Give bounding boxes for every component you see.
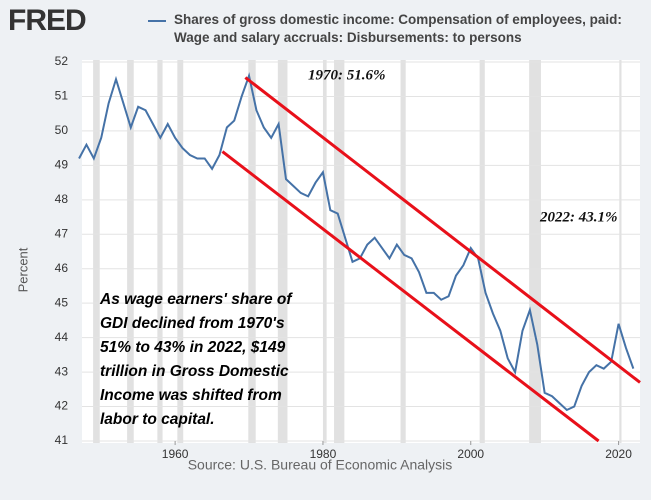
y-tick-label: 44 <box>55 330 69 344</box>
y-tick-label: 48 <box>55 192 69 206</box>
trend-line <box>244 76 641 384</box>
annotation: 1970: 51.6% <box>308 67 386 83</box>
recession-band <box>322 60 327 443</box>
recession-band <box>529 60 541 443</box>
y-tick-label: 41 <box>55 433 69 447</box>
y-tick-label: 47 <box>55 226 69 240</box>
recession-band <box>334 60 345 443</box>
series-line <box>78 72 635 412</box>
recession-band <box>400 60 406 443</box>
y-tick-label: 42 <box>55 399 69 413</box>
legend-swatch <box>148 20 166 22</box>
logo[interactable]: FRED <box>8 4 87 37</box>
note-line: Income was shifted from <box>100 387 282 404</box>
recession-band <box>619 60 622 443</box>
recession-band <box>479 60 485 443</box>
recession-band <box>248 60 256 443</box>
recession-band <box>93 60 100 443</box>
plot-area <box>82 60 640 443</box>
annotation: 2022: 43.1% <box>539 209 618 225</box>
note-line: trillion in Gross Domestic <box>100 363 289 380</box>
note-line: labor to capital. <box>100 411 215 428</box>
y-tick-label: 45 <box>55 295 69 309</box>
y-tick-label: 43 <box>55 364 69 378</box>
trend-line <box>221 150 600 443</box>
y-axis-label: Percent <box>15 247 30 292</box>
recession-band <box>127 60 134 443</box>
recession-band <box>157 60 163 443</box>
recession-band <box>277 60 288 443</box>
y-tick-label: 51 <box>55 89 69 103</box>
y-tick-label: 46 <box>55 261 69 275</box>
y-tick-label: 50 <box>55 123 69 137</box>
note-line: As wage earners' share of <box>99 291 293 308</box>
chart-title: Shares of gross domestic income: Compens… <box>174 12 622 45</box>
x-tick-label: 1980 <box>310 447 337 461</box>
source: Source: U.S. Bureau of Economic Analysis <box>188 457 453 473</box>
y-tick-label: 49 <box>55 158 69 172</box>
x-tick-label: 2020 <box>605 447 632 461</box>
y-tick-label: 52 <box>55 54 69 68</box>
note-line: 51% to 43% in 2022, $149 <box>100 339 286 356</box>
x-tick-label: 2000 <box>457 447 484 461</box>
note-line: GDI declined from 1970's <box>100 315 285 332</box>
x-tick-label: 1960 <box>162 447 189 461</box>
recession-band <box>177 60 184 443</box>
